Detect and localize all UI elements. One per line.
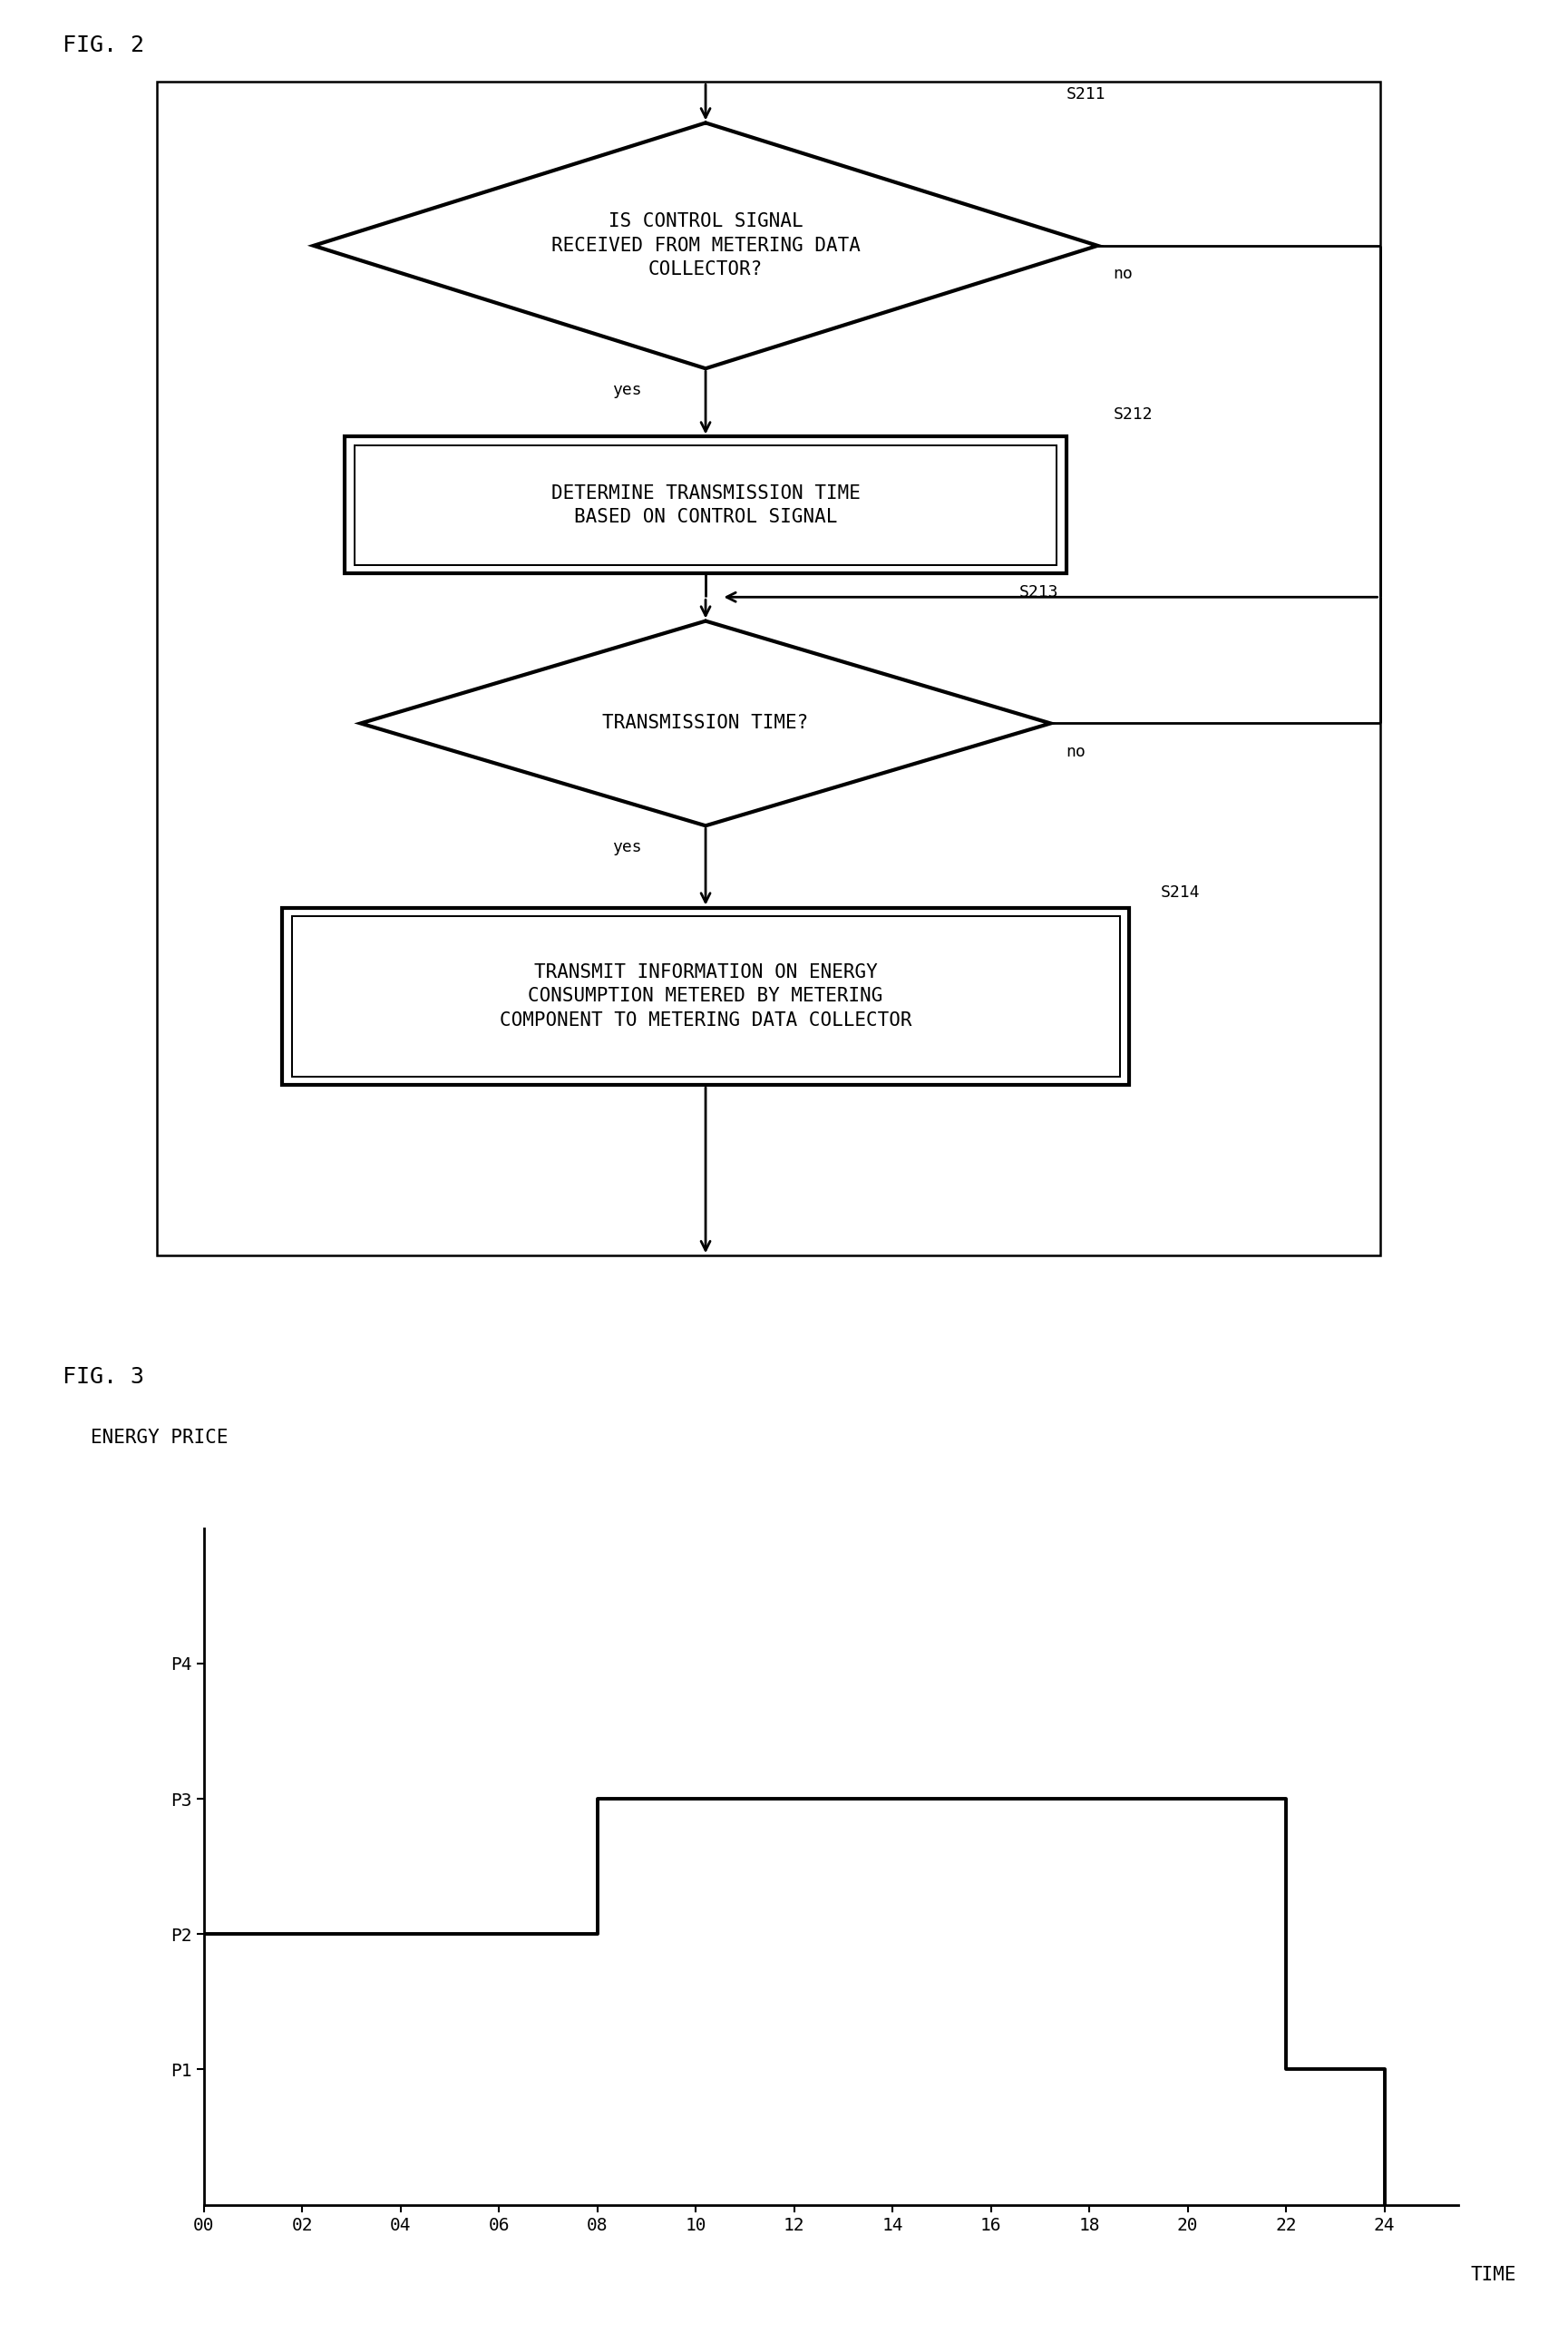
Text: FIG. 3: FIG. 3	[63, 1367, 144, 1388]
Text: yes: yes	[613, 383, 641, 399]
Text: TRANSMIT INFORMATION ON ENERGY
CONSUMPTION METERED BY METERING
COMPONENT TO METE: TRANSMIT INFORMATION ON ENERGY CONSUMPTI…	[500, 964, 911, 1029]
Bar	[354, 446, 1057, 565]
Text: TRANSMISSION TIME?: TRANSMISSION TIME?	[602, 714, 809, 733]
Text: S213: S213	[1019, 583, 1058, 600]
Bar	[292, 917, 1120, 1078]
Text: S212: S212	[1113, 406, 1152, 422]
Text: DETERMINE TRANSMISSION TIME
BASED ON CONTROL SIGNAL: DETERMINE TRANSMISSION TIME BASED ON CON…	[550, 483, 861, 525]
Text: no: no	[1066, 744, 1087, 761]
Text: ENERGY PRICE: ENERGY PRICE	[91, 1428, 229, 1446]
Text: no: no	[1113, 266, 1134, 282]
Bar	[157, 82, 1380, 1255]
Text: IS CONTROL SIGNAL
RECEIVED FROM METERING DATA
COLLECTOR?: IS CONTROL SIGNAL RECEIVED FROM METERING…	[550, 212, 861, 278]
Text: FIG. 2: FIG. 2	[63, 35, 144, 56]
Bar	[282, 908, 1129, 1085]
Text: S211: S211	[1066, 86, 1105, 103]
Text: yes: yes	[613, 840, 641, 856]
Text: TIME: TIME	[1471, 2265, 1516, 2284]
Text: S214: S214	[1160, 884, 1200, 901]
Bar	[345, 436, 1066, 574]
